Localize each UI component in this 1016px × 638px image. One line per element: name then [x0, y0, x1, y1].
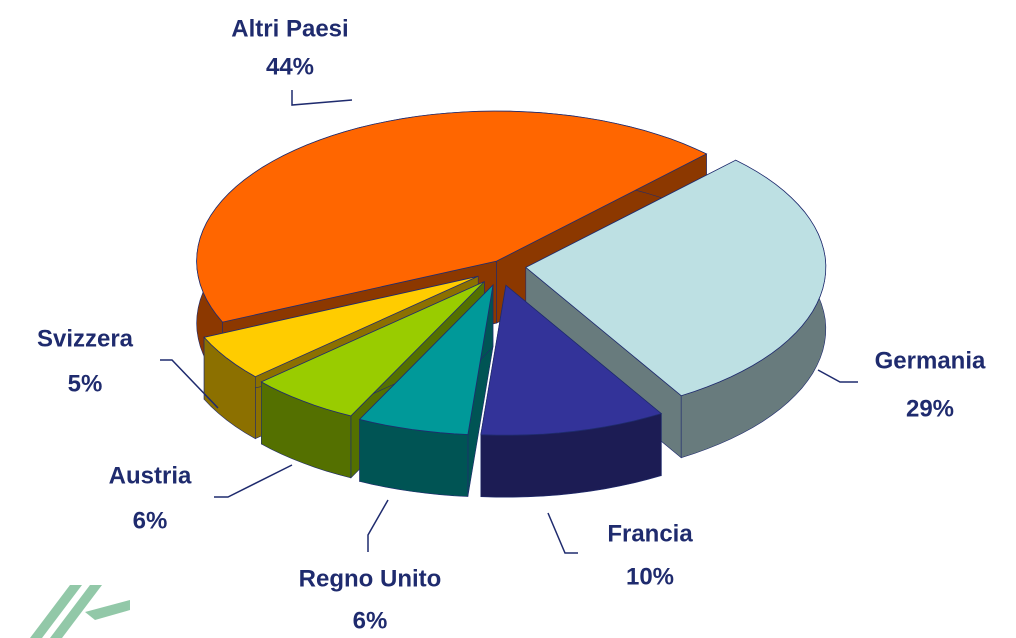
value-label: 29% — [906, 395, 954, 422]
value-label: 44% — [266, 53, 314, 80]
slice-label: Altri Paesi — [231, 15, 348, 42]
slice — [480, 284, 663, 436]
leader-line — [547, 512, 578, 554]
leader-line — [367, 499, 389, 552]
leader-line — [291, 90, 353, 106]
slice-label: Regno Unito — [299, 565, 442, 592]
leader-line — [214, 464, 293, 498]
slice-label: Austria — [109, 462, 192, 489]
logo — [30, 585, 130, 638]
slice — [260, 281, 485, 417]
slice-label: Svizzera — [37, 325, 134, 352]
slice — [358, 283, 494, 435]
slice — [203, 275, 479, 378]
value-label: 5% — [68, 370, 103, 397]
leader-line — [817, 369, 858, 383]
value-label: 6% — [353, 607, 388, 634]
leader-line — [160, 359, 219, 409]
slice-label: Germania — [875, 347, 986, 374]
slice — [196, 110, 708, 323]
value-label: 10% — [626, 563, 674, 590]
value-label: 6% — [133, 507, 168, 534]
slice — [525, 159, 827, 397]
slice-label: Francia — [607, 520, 693, 547]
